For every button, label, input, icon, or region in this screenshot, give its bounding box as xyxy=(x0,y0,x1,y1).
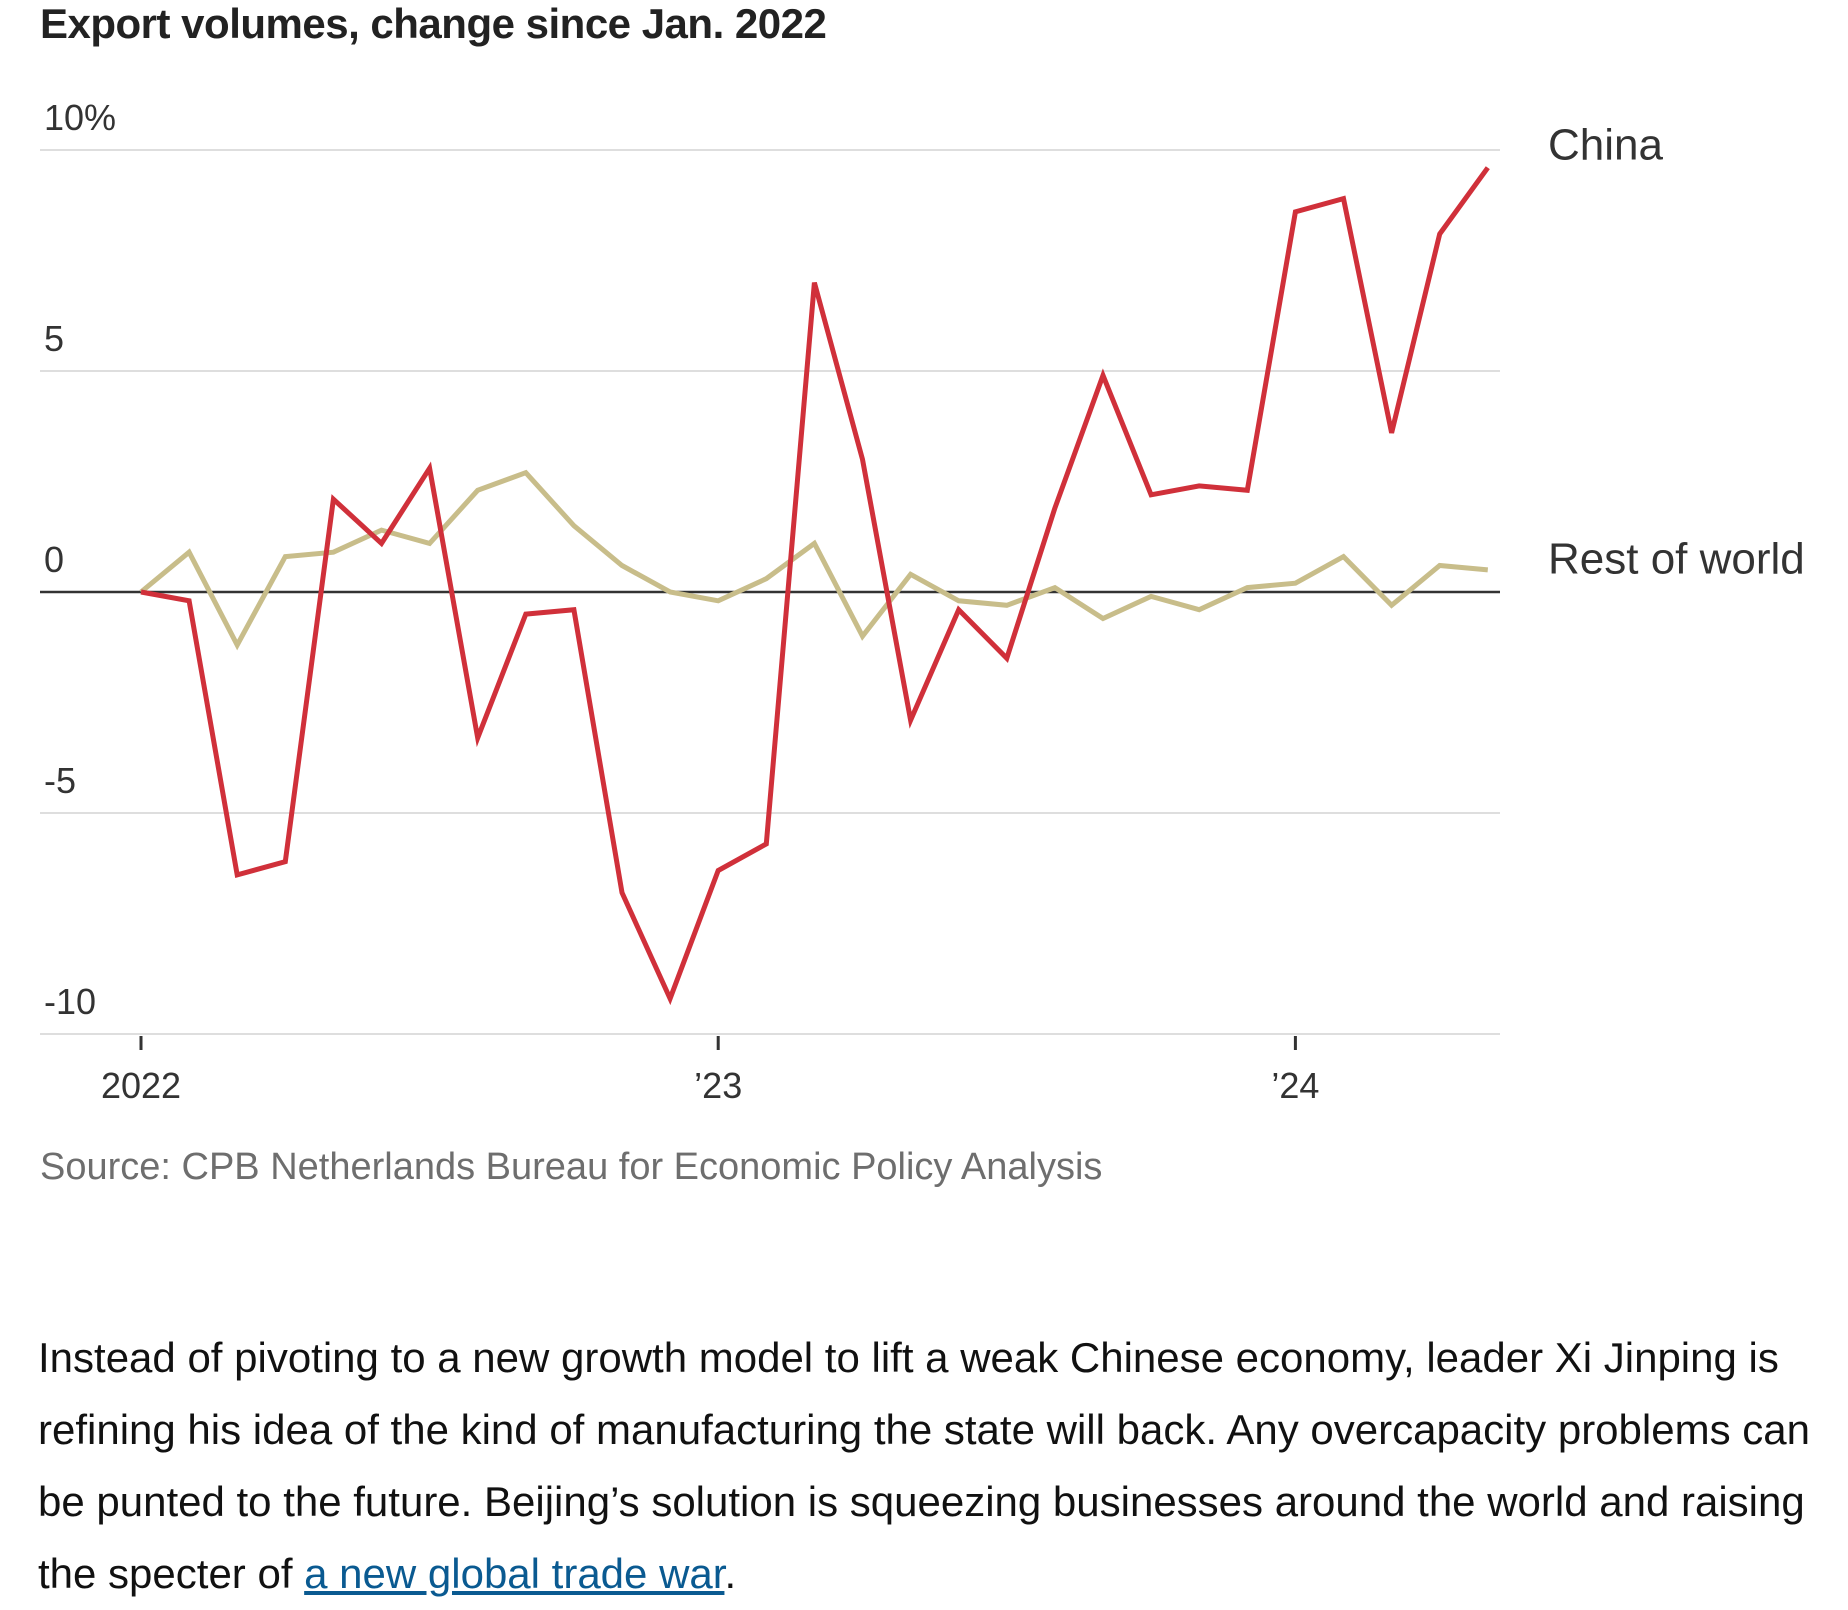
source-note: Source: CPB Netherlands Bureau for Econo… xyxy=(40,1146,1103,1188)
x-axis: 2022 ’23 ’24 xyxy=(101,1036,1319,1106)
y-tick-label: 10% xyxy=(44,97,116,138)
rest-of-world-series-label: Rest of world xyxy=(1548,535,1805,584)
y-tick-label: 5 xyxy=(44,318,64,359)
line-chart: 10% 5 0 -5 -10 2022 ’23 ’24 Rest of world China xyxy=(40,97,1805,1106)
y-axis-labels: 10% 5 0 -5 -10 xyxy=(44,97,116,1022)
rest-of-world-line xyxy=(139,469,1489,651)
y-tick-label: -5 xyxy=(44,760,76,801)
trade-war-link[interactable]: a new global trade war xyxy=(304,1550,725,1597)
x-tick-label: ’23 xyxy=(694,1065,742,1106)
china-series-label: China xyxy=(1548,120,1663,169)
series-labels: Rest of world China xyxy=(1548,120,1805,583)
china-line xyxy=(140,166,1490,1006)
x-tick-label: ’24 xyxy=(1271,1065,1319,1106)
y-tick-label: 0 xyxy=(44,539,64,580)
x-tick-label: 2022 xyxy=(101,1065,181,1106)
series-lines xyxy=(139,166,1490,1006)
article-paragraph: Instead of pivoting to a new growth mode… xyxy=(38,1322,1838,1610)
chart-title: Export volumes, change since Jan. 2022 xyxy=(40,0,827,47)
y-tick-label: -10 xyxy=(44,981,96,1022)
article-end-punctuation: . xyxy=(724,1550,737,1597)
